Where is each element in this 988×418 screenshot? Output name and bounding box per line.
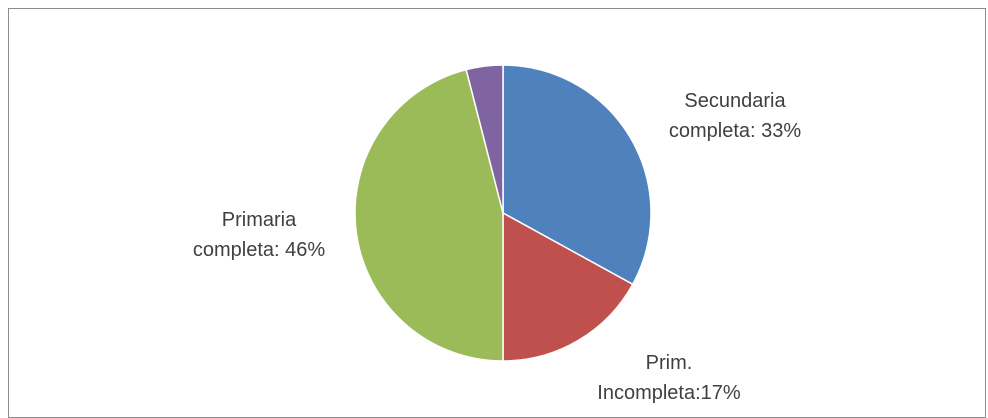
pie-chart: [354, 64, 652, 362]
pie-slice-1: [502, 211, 634, 362]
slice-label-primaria-completa: Primaria completa: 46%: [164, 205, 354, 265]
slice-label-secundaria-completa: Secundaria completa: 33%: [640, 86, 830, 146]
pie-slice-2: [354, 68, 504, 362]
pie-slices: [354, 64, 652, 362]
slice-label-line: Secundaria: [684, 90, 786, 112]
slice-label-line: Primaria: [221, 209, 297, 231]
slice-label-line: completa: 33%: [668, 120, 802, 142]
pie-slice-3: [465, 64, 504, 214]
slice-label-line: completa: 46%: [192, 239, 326, 261]
pie-slice-0: [502, 64, 652, 286]
slice-label-prim-incompleta: Prim. Incompleta:17%: [584, 348, 754, 408]
slice-label-line: Prim.: [645, 352, 693, 374]
slice-label-line: Incompleta:17%: [597, 382, 741, 404]
